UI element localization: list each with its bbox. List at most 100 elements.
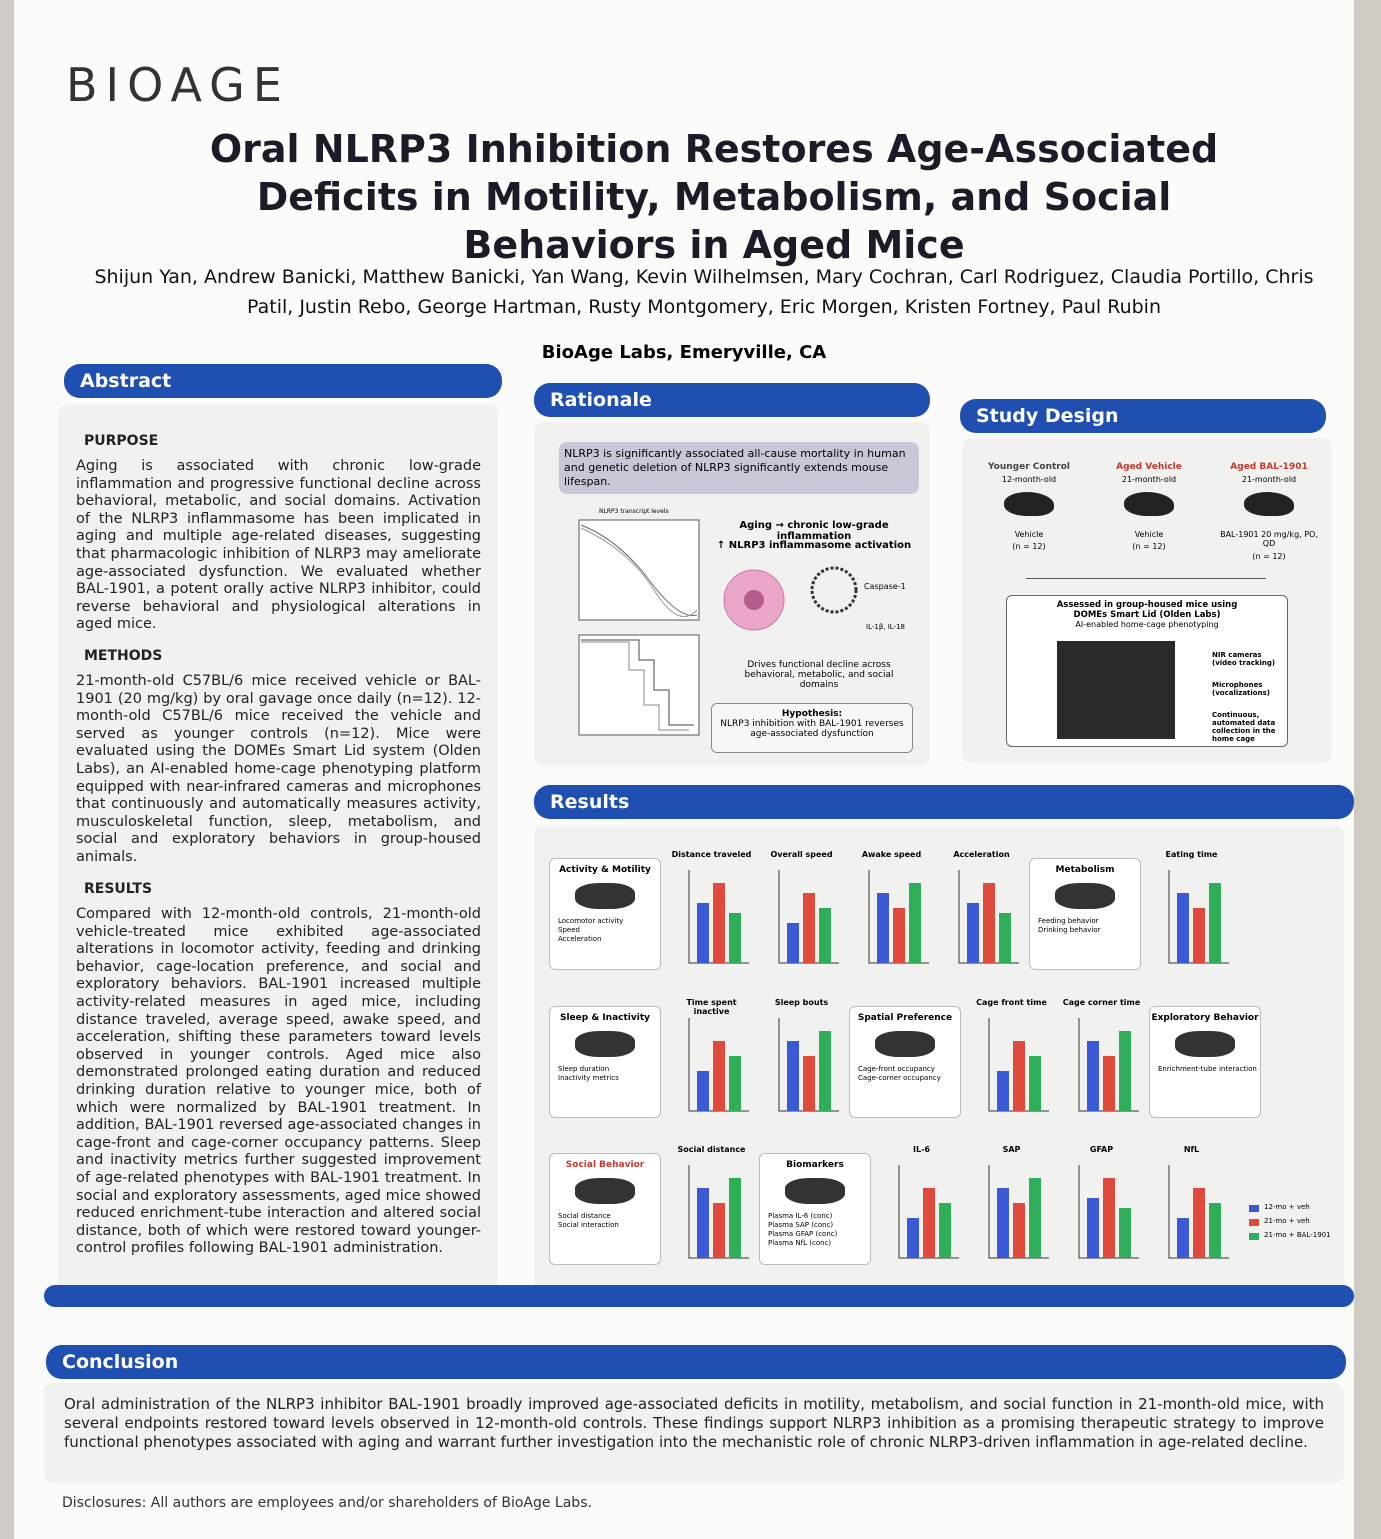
chart-bar bbox=[819, 1031, 831, 1111]
panel-item: Drinking behavior bbox=[1038, 926, 1101, 934]
panel-icon bbox=[575, 883, 635, 909]
chart-title: GFAP bbox=[1089, 1145, 1114, 1154]
chart-bar bbox=[923, 1188, 935, 1258]
section-heading: Study Design bbox=[960, 399, 1326, 433]
chart-bar bbox=[1013, 1041, 1025, 1111]
result-panel: Spatial Preference Cage-front occupancy Ca… bbox=[849, 1006, 961, 1118]
group-treatment: Vehicle bbox=[1014, 530, 1044, 539]
connector bbox=[1026, 578, 1266, 579]
chart-title: Awake speed bbox=[861, 850, 922, 859]
affiliation: BioAge Labs, Emeryville, CA bbox=[541, 342, 827, 363]
chart-bar bbox=[1103, 1178, 1115, 1258]
hypothesis-text: NLRP3 inhibition with BAL-1901 reverses … bbox=[720, 719, 904, 739]
legend-swatch bbox=[1249, 1219, 1259, 1226]
panel-icon bbox=[785, 1178, 845, 1204]
chart-bar bbox=[1209, 1203, 1221, 1258]
assessment-box: Assessed in group-housed mice using DOME… bbox=[1006, 595, 1288, 747]
assessment-text: Assessed in group-housed mice using DOME… bbox=[1056, 600, 1238, 620]
panel-item: Social distance bbox=[558, 1212, 611, 1220]
rationale-line: ↑ NLRP3 inflammasome activation bbox=[716, 540, 912, 551]
panel-item: Speed bbox=[558, 926, 580, 934]
panel-item: Cage-corner occupancy bbox=[858, 1074, 941, 1082]
section-heading: Rationale bbox=[534, 383, 930, 417]
panel-item: Sleep duration bbox=[558, 1065, 610, 1073]
group-name: Aged Vehicle bbox=[1116, 462, 1182, 472]
result-panel: Activity & Motility Locomotor activity Spe… bbox=[549, 858, 661, 970]
panel-title: Social Behavior bbox=[565, 1160, 645, 1170]
group-name: Younger Control bbox=[987, 462, 1070, 472]
panel-item: Feeding behavior bbox=[1038, 917, 1099, 925]
group-treatment: Vehicle bbox=[1134, 530, 1164, 539]
mini-chart bbox=[778, 870, 839, 964]
panel-icon bbox=[575, 1031, 635, 1057]
panel-icon bbox=[1055, 883, 1115, 909]
chart-bar bbox=[967, 903, 979, 963]
chart-bar bbox=[1119, 1031, 1131, 1111]
hypothesis-title: Hypothesis: bbox=[781, 709, 843, 719]
plot-frame bbox=[578, 519, 700, 621]
abstract-subheading: RESULTS bbox=[84, 881, 153, 897]
mini-chart bbox=[688, 1165, 749, 1259]
group-n: (n = 12) bbox=[1132, 542, 1166, 551]
chart-bar bbox=[819, 908, 831, 963]
chart-title: Cage corner time bbox=[1062, 998, 1141, 1007]
legend-label: 12-mo + veh bbox=[1264, 1203, 1310, 1211]
chart-bar bbox=[1193, 1188, 1205, 1258]
chart-bar bbox=[997, 1071, 1009, 1111]
decline-text: Drives functional decline across behavio… bbox=[744, 660, 894, 690]
chart-bar bbox=[729, 1178, 741, 1258]
mini-chart bbox=[988, 1165, 1049, 1259]
group-name: Aged BAL-1901 bbox=[1230, 462, 1308, 472]
panel-item: Social interaction bbox=[558, 1221, 619, 1229]
chart-title: Time spent inactive bbox=[686, 998, 737, 1016]
panel-title: Exploratory Behavior bbox=[1151, 1013, 1259, 1023]
chart-bar bbox=[697, 1188, 709, 1258]
chart-bar bbox=[787, 1041, 799, 1111]
chart-title: NfL bbox=[1183, 1145, 1200, 1154]
panel-icon bbox=[1175, 1031, 1235, 1057]
mini-chart bbox=[988, 1018, 1049, 1112]
mini-chart bbox=[1078, 1018, 1139, 1112]
abstract-subheading: PURPOSE bbox=[84, 433, 159, 449]
chart-title: Distance traveled bbox=[671, 850, 752, 859]
feature: NIR cameras (video tracking) bbox=[1212, 651, 1276, 667]
mini-chart bbox=[778, 1018, 839, 1112]
panel-icon bbox=[875, 1031, 935, 1057]
result-panel: Exploratory Behavior Enrichment-tube inte… bbox=[1149, 1006, 1261, 1118]
nucleus bbox=[744, 590, 764, 610]
curve bbox=[580, 524, 698, 617]
chart-bar bbox=[697, 903, 709, 963]
section-heading: Conclusion bbox=[46, 1345, 1346, 1379]
chart-title: SAP bbox=[1002, 1145, 1021, 1154]
chart-bar bbox=[1103, 1056, 1115, 1111]
cage-image bbox=[1057, 641, 1175, 739]
panel-item: Cage-front occupancy bbox=[858, 1065, 935, 1073]
chart-title: Eating time bbox=[1165, 850, 1218, 859]
chart-bar bbox=[713, 883, 725, 963]
mini-chart bbox=[1168, 870, 1229, 964]
mini-chart bbox=[688, 870, 749, 964]
chart-bar bbox=[729, 1056, 741, 1111]
mouse-icon bbox=[1004, 492, 1054, 516]
abstract-subheading: METHODS bbox=[84, 648, 163, 664]
mini-chart bbox=[1168, 1165, 1229, 1259]
logo: BIOAGE bbox=[66, 58, 290, 112]
panel-item: Enrichment-tube interaction bbox=[1158, 1065, 1257, 1073]
chart-title: Acceleration bbox=[953, 850, 1010, 859]
legend-swatch bbox=[1249, 1233, 1259, 1240]
chart-bar bbox=[1193, 908, 1205, 963]
panel-item: Acceleration bbox=[558, 935, 602, 943]
chart-bar bbox=[877, 893, 889, 963]
chart-bar bbox=[909, 883, 921, 963]
chart-bar bbox=[697, 1071, 709, 1111]
conclusion-band bbox=[44, 1285, 1354, 1307]
section-heading: Results bbox=[534, 785, 1354, 819]
abstract-text: 21-month-old C57BL/6 mice received vehic… bbox=[76, 673, 481, 865]
chart-bar bbox=[1119, 1208, 1131, 1258]
conclusion-text: Oral administration of the NLRP3 inhibit… bbox=[64, 1395, 1324, 1451]
rationale-line: Aging → chronic low-grade inflammation bbox=[739, 520, 889, 542]
panel-title: Biomarkers bbox=[786, 1160, 844, 1170]
mouse-icon bbox=[1124, 492, 1174, 516]
panel-item: Plasma IL-6 (conc) bbox=[768, 1212, 833, 1220]
hypothesis-box: Hypothesis: NLRP3 inhibition with BAL-190… bbox=[711, 703, 913, 753]
